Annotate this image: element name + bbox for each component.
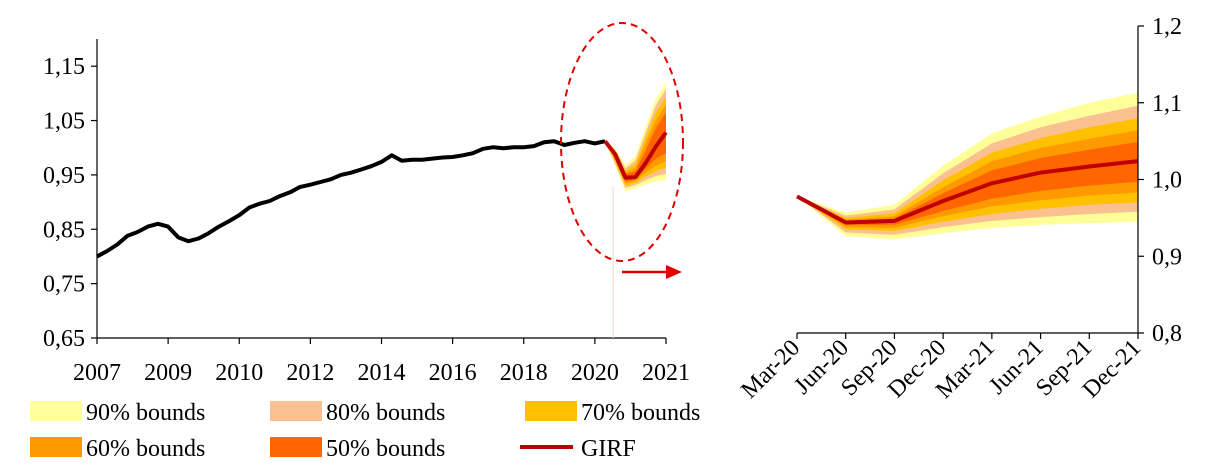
right-y-tick-label: 0,8 — [1152, 321, 1182, 347]
right-band-50-area — [797, 141, 1138, 225]
highlight-ellipse — [560, 22, 684, 262]
legend-swatch-band80 — [270, 401, 322, 421]
left-y-tick-label: 1,05 — [43, 109, 85, 135]
legend-label: 50% bounds — [326, 436, 445, 462]
left-y-tick-label: 0,75 — [43, 272, 85, 298]
legend-label: 80% bounds — [326, 400, 445, 426]
zoom-arrow-head — [666, 265, 682, 279]
left-y-tick-label: 0,85 — [43, 217, 85, 243]
left-x-tick-label: 2010 — [215, 360, 263, 386]
left-x-tick-label: 2009 — [144, 360, 192, 386]
legend-swatch-band70 — [525, 401, 577, 421]
legend-swatch-band60 — [30, 437, 82, 457]
legend-label: 70% bounds — [581, 400, 700, 426]
left-x-tick-label: 2014 — [358, 360, 406, 386]
left-y-tick-label: 1,15 — [43, 54, 85, 80]
legend: 90% bounds 80% bounds 70% bounds 60% bounds… — [30, 400, 700, 462]
forecast-detail-chart: 0,80,91,01,11,2Mar-20Jun-20Sep-20Dec-20M… — [736, 14, 1182, 404]
left-x-tick-label: 2007 — [73, 360, 121, 386]
left-y-tick-label: 0,65 — [43, 326, 85, 352]
left-x-tick-label: 2018 — [500, 360, 548, 386]
left-x-tick-label: 2016 — [429, 360, 477, 386]
right-y-tick-label: 0,9 — [1152, 244, 1182, 270]
history-line — [96, 139, 606, 259]
left-girf-line — [603, 131, 668, 180]
history-chart: 0,65 0,75 0,85 0,95 1,05 1,15 2007 2009 2010 2012… — [43, 22, 690, 386]
legend-label: 90% bounds — [86, 400, 205, 426]
legend-swatch-band50 — [270, 437, 322, 457]
right-x-tick-label: Mar-20 — [736, 335, 805, 404]
right-band-60-area — [797, 130, 1138, 228]
left-x-tick-label: 2012 — [286, 360, 334, 386]
legend-swatch-band90 — [30, 401, 82, 421]
left-y-tick-label: 0,95 — [43, 163, 85, 189]
right-y-tick-label: 1,2 — [1152, 14, 1182, 40]
left-x-tick-label: 2020 — [571, 360, 619, 386]
left-x-tick-label: 2021 — [642, 360, 690, 386]
right-y-tick-label: 1,1 — [1152, 91, 1182, 117]
right-y-tick-label: 1,0 — [1152, 168, 1182, 194]
legend-label: GIRF — [581, 436, 636, 462]
legend-label: 60% bounds — [86, 436, 205, 462]
right-girf-line — [796, 159, 1139, 225]
